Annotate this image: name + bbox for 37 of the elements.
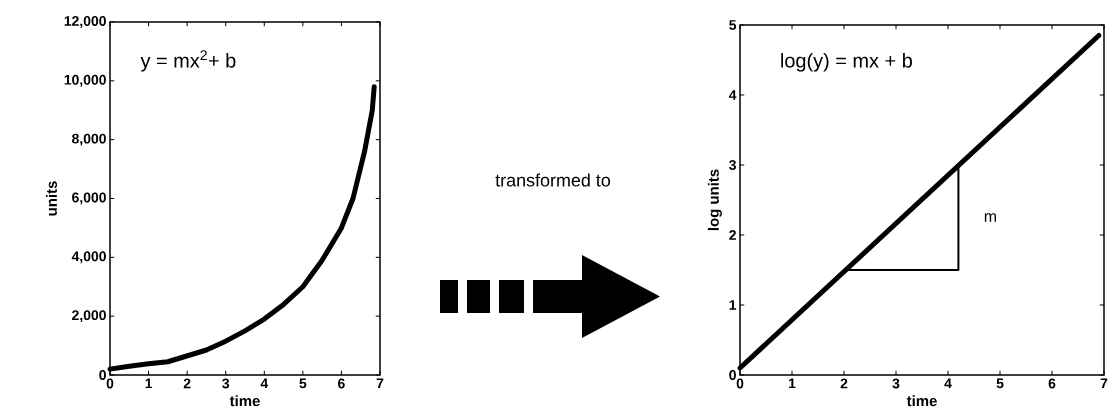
y-tick-label: 1	[729, 300, 737, 310]
x-tick-label: 6	[338, 378, 345, 389]
annotation: log(y) = mx + b	[781, 53, 912, 72]
x-axis-title: time	[229, 395, 260, 407]
y-tick-label: 8,000	[72, 133, 106, 146]
x-tick-label: 3	[222, 378, 230, 389]
y-tick-label: 0	[729, 370, 736, 380]
x-axis-title: time	[906, 395, 937, 407]
annotation: y = mx$^{2}$+ b	[140, 50, 236, 72]
y-tick-label: 4,000	[71, 251, 106, 264]
x-tick-label: 2	[840, 378, 848, 389]
y-tick-label: 2,000	[72, 310, 106, 323]
x-tick-label: 4	[260, 378, 269, 389]
x-tick-label: 0	[736, 378, 744, 389]
x-tick-label: 1	[145, 378, 153, 389]
y-tick-label: 3	[729, 160, 736, 170]
x-tick-label: 2	[183, 378, 191, 389]
y-axis-title: units	[46, 181, 57, 216]
x-tick-label: 4	[944, 378, 952, 389]
y-tick-label: 10,000	[64, 74, 106, 87]
y-tick-label: 2	[729, 230, 736, 240]
y-tick-label: 12,000	[64, 16, 106, 28]
y-tick-label: 0	[99, 370, 106, 380]
y-tick-label: 6,000	[72, 192, 106, 205]
x-tick-label: 3	[892, 378, 900, 389]
y-tick-label: 4	[728, 90, 737, 100]
text: transformed to	[495, 173, 611, 187]
x-tick-label: 5	[299, 378, 307, 389]
x-tick-label: 0	[106, 378, 114, 389]
annotation: m	[984, 213, 996, 222]
x-tick-label: 7	[376, 378, 384, 389]
x-tick-label: 5	[996, 378, 1004, 389]
y-axis-title: log units	[707, 169, 722, 231]
x-tick-label: 1	[789, 378, 796, 389]
x-tick-label: 6	[1048, 378, 1056, 389]
x-tick-label: 7	[1100, 378, 1108, 389]
y-tick-label: 5	[729, 20, 737, 30]
